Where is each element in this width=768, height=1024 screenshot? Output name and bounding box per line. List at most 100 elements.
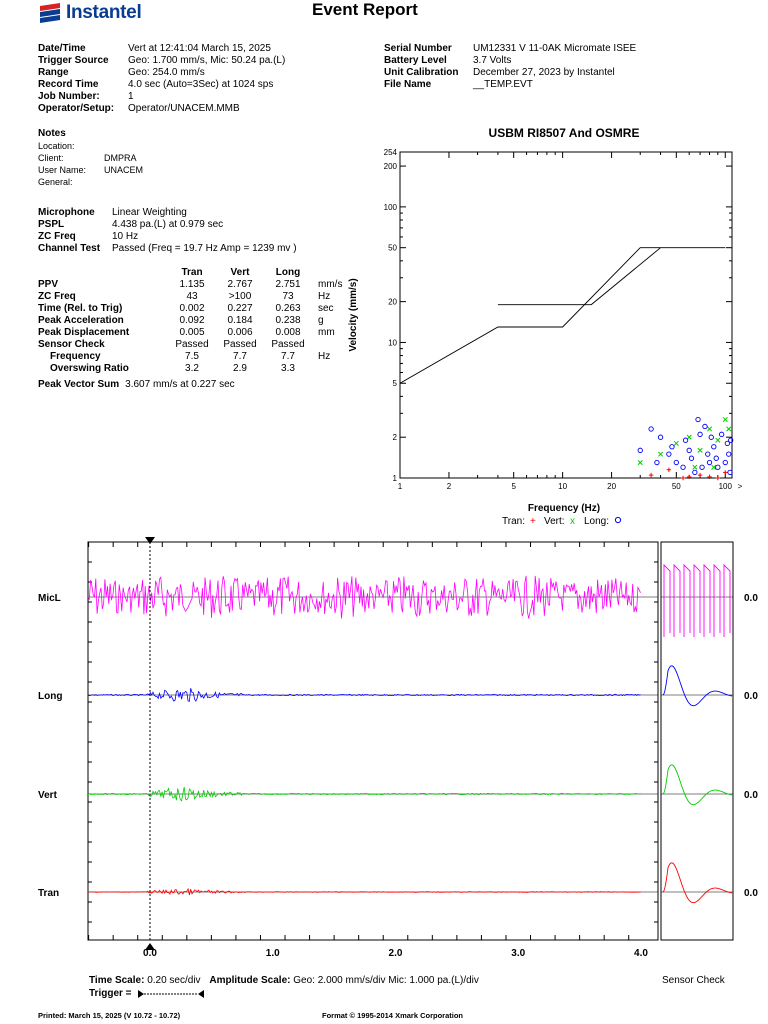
mic-row: Microphone Linear Weighting <box>38 207 297 219</box>
cell: Passed <box>223 339 257 350</box>
info-value: December 27, 2023 by Instantel <box>473 67 615 78</box>
cell: 0.002 <box>179 303 205 314</box>
point-long <box>686 447 692 453</box>
point-long <box>673 459 679 466</box>
y-tick-label: 100 <box>384 203 398 212</box>
cell: 0.184 <box>227 315 253 326</box>
row-label: Overswing Ratio <box>50 363 129 374</box>
info-key: File Name <box>384 79 432 90</box>
y-tick-label: 10 <box>388 338 397 347</box>
y-tick-label: 5 <box>393 379 398 388</box>
channel-label: Long <box>38 691 62 702</box>
x-tick-label: 2 <box>447 482 452 491</box>
cell: 7.5 <box>185 351 199 362</box>
point-long <box>695 416 701 423</box>
row-label: Frequency <box>50 351 101 362</box>
waveform-chart: MicL 0.0 Long 0.0 Vert 0.0 Tran 0.0 0.0 1.0 2.0 3.… <box>38 537 758 959</box>
mic-row: ZC Freq 10 Hz <box>38 231 297 243</box>
info-row: File Name __TEMP.EVT <box>384 79 636 91</box>
mic-value: Linear Weighting <box>112 207 187 218</box>
point-long <box>702 423 708 430</box>
info-value: 4.0 sec (Auto=3Sec) at 1024 sps <box>128 79 274 90</box>
x-tick-label: 20 <box>607 482 616 491</box>
point-long <box>718 431 725 437</box>
stats-table: Tran Vert Long PPV 1.135 2.767 2.751 mm/s ZC… <box>38 267 342 375</box>
info-value: Vert at 12:41:04 March 15, 2025 <box>128 43 271 54</box>
x-tick-label: 1 <box>398 482 403 491</box>
info-key: Operator/Setup: <box>38 103 115 114</box>
legend-vert-marker: x <box>570 516 575 527</box>
sensor-check-value: 0.0 <box>744 888 758 899</box>
time-tick-label: 2.0 <box>389 948 403 959</box>
cell: 0.006 <box>227 327 253 338</box>
y-tick-label: 50 <box>388 244 397 253</box>
notes-location: Location: <box>38 141 75 151</box>
mic-row: Channel Test Passed (Freq = 19.7 Hz Amp =… <box>38 243 297 255</box>
format-info: Format © 1995-2014 Xmark Corporation <box>322 1011 463 1020</box>
trigger-label: Trigger = <box>89 988 132 999</box>
point-long <box>697 431 703 437</box>
trigger-range-icon <box>137 989 204 998</box>
x-tick-label: 5 <box>511 482 516 491</box>
point-vert <box>706 426 713 432</box>
waveform-trace <box>88 887 641 896</box>
info-value: Operator/UNACEM.MMB <box>128 103 240 114</box>
mic-key: PSPL <box>38 219 65 230</box>
point-long <box>728 437 734 443</box>
plot-frame <box>399 151 733 479</box>
point-long <box>657 434 664 440</box>
info-row: Job Number: 1 <box>38 91 285 103</box>
col-tran: Tran <box>181 267 203 278</box>
sensor-check-trace <box>662 862 733 904</box>
time-scale-value: 0.20 sec/div <box>147 975 201 986</box>
info-key: Trigger Source <box>38 55 109 66</box>
point-long <box>715 464 721 470</box>
info-row: Record Time 4.0 sec (Auto=3Sec) at 1024 s… <box>38 79 285 91</box>
unit: mm <box>318 327 335 338</box>
channel-label: Tran <box>38 888 59 899</box>
cell: 0.238 <box>275 315 301 326</box>
y-tick-label: 254 <box>384 148 398 157</box>
unit: Hz <box>318 291 331 302</box>
notes-user-row: User Name: UNACEM <box>38 164 143 176</box>
point-long <box>722 459 728 466</box>
table-row: Overswing Ratio 3.2 2.9 3.3 <box>38 363 342 375</box>
point-long <box>727 469 733 476</box>
table-row: Time (Rel. to Trig) 0.002 0.227 0.263 sec <box>38 303 342 315</box>
trigger-bottom-icon <box>145 943 155 950</box>
usbm-chart: USBM RI8507 And OSMRE 254200100502010521… <box>348 126 743 527</box>
sensor-check-value: 0.0 <box>744 593 758 604</box>
point-long <box>713 455 719 461</box>
cell: 2.751 <box>275 279 301 290</box>
point-vert <box>673 440 679 446</box>
point-long <box>688 455 695 461</box>
x-tick-label: 50 <box>672 482 681 491</box>
y-tick-label: 20 <box>388 298 397 307</box>
point-tran <box>648 472 654 478</box>
point-vert <box>711 464 717 470</box>
time-scale-label: Time Scale: <box>89 975 145 986</box>
sensor-check-label: Sensor Check <box>662 975 725 986</box>
info-key: Job Number: <box>38 91 100 102</box>
notes-client-row: Client: DMPRA <box>38 152 143 164</box>
info-row: Battery Level 3.7 Volts <box>384 55 636 67</box>
stats-section: Tran Vert Long PPV 1.135 2.767 2.751 mm/s ZC… <box>38 267 342 391</box>
cell: 0.227 <box>227 303 253 314</box>
y-tick-labels: 254 200 100 50 20 10 5 2 1 <box>384 148 398 483</box>
col-vert: Vert <box>230 267 250 278</box>
point-long <box>706 459 713 466</box>
info-value: Geo: 1.700 mm/s, Mic: 50.24 pa.(L) <box>128 55 286 66</box>
cell: 2.767 <box>227 279 253 290</box>
cell: 7.7 <box>233 351 247 362</box>
notes-section: Notes Location: Client: DMPRA User Name: U… <box>38 128 143 188</box>
cell: 0.008 <box>275 327 301 338</box>
time-tick-labels: 0.0 1.0 2.0 3.0 4.0 <box>143 948 648 959</box>
row-label: ZC Freq <box>38 291 76 302</box>
info-key: Date/Time <box>38 43 86 54</box>
point-tran <box>666 467 672 472</box>
y-tick-label: 200 <box>384 162 398 171</box>
waveform-traces <box>87 575 658 896</box>
point-vert <box>686 434 692 440</box>
unit: sec <box>318 303 334 314</box>
point-tran <box>715 475 721 481</box>
